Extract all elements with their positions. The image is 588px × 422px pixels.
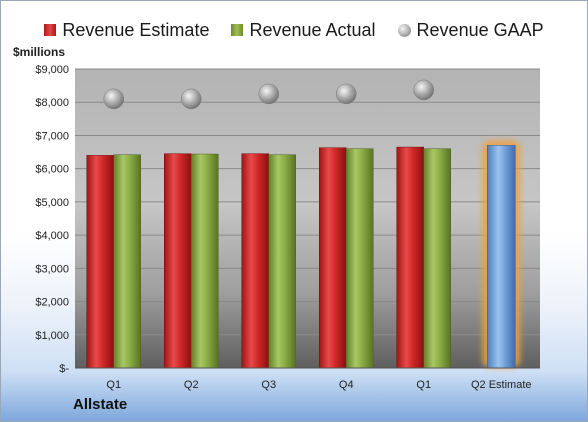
x-tick-label: Q2 — [184, 379, 199, 391]
y-tick-label: $3,000 — [35, 263, 69, 275]
x-tick-label: Q3 — [261, 379, 276, 391]
y-tick-label: $2,000 — [35, 297, 69, 309]
bar-revenue-actual — [268, 154, 296, 369]
y-tick-label: $6,000 — [35, 164, 69, 176]
y-tick-label: $7,000 — [35, 130, 69, 142]
legend: Revenue Estimate Revenue Actual Revenue … — [1, 17, 587, 43]
bar-revenue-actual — [423, 148, 451, 369]
company-name: Allstate — [73, 396, 128, 413]
legend-label-estimate: Revenue Estimate — [62, 19, 210, 40]
y-units-label: $millions — [13, 45, 66, 59]
bar-revenue-estimate — [241, 153, 269, 369]
bar-revenue-actual — [346, 148, 374, 369]
bar-revenue-estimate — [164, 153, 192, 369]
y-tick-label: $- — [59, 363, 69, 375]
legend-item-revenue-actual: Revenue Actual — [231, 19, 376, 41]
legend-label-actual: Revenue Actual — [249, 19, 376, 40]
x-tick-label: Q2 Estimate — [471, 379, 532, 391]
y-tick-label: $1,000 — [35, 330, 69, 342]
bar-revenue-estimate — [319, 147, 347, 369]
bar-revenue-actual — [191, 153, 219, 369]
marker-revenue-gaap — [258, 83, 279, 105]
bar-revenue-estimate — [86, 155, 114, 369]
y-tick-label: $5,000 — [35, 197, 69, 209]
legend-swatch-gaap — [397, 23, 411, 37]
plot-area — [75, 69, 540, 368]
marker-revenue-gaap — [181, 88, 202, 110]
y-tick-label: $9,000 — [35, 64, 69, 76]
x-tick-label: Q1 — [106, 379, 121, 391]
x-tick-label: Q1 — [416, 379, 431, 391]
legend-swatch-actual — [231, 24, 244, 36]
y-tick-label: $8,000 — [35, 97, 69, 109]
bar-revenue-estimate — [396, 146, 424, 369]
legend-swatch-estimate — [44, 24, 57, 36]
marker-revenue-gaap — [103, 88, 124, 110]
legend-item-revenue-gaap: Revenue GAAP — [397, 19, 544, 41]
x-tick-label: Q4 — [339, 379, 354, 391]
legend-label-gaap: Revenue GAAP — [416, 19, 544, 40]
legend-item-revenue-estimate: Revenue Estimate — [44, 20, 209, 41]
bar-q2-estimate — [487, 145, 516, 369]
y-tick-label: $4,000 — [35, 230, 69, 242]
marker-revenue-gaap — [413, 79, 434, 101]
bar-revenue-actual — [113, 154, 141, 369]
marker-revenue-gaap — [336, 83, 357, 105]
